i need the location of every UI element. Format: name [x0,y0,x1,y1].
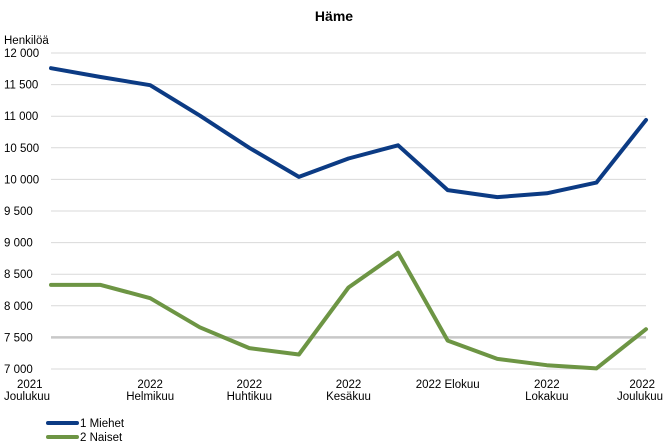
y-tick-label: 10 000 [4,174,39,186]
x-tick-label: 2022 [336,379,362,391]
x-tick-label: 2022 Elokuu [416,379,480,391]
x-tick-label: Joulukuu [4,391,50,403]
y-tick-label: 9 000 [4,238,33,250]
y-tick-label: 8 500 [4,269,33,281]
y-tick-label: 11 500 [4,80,38,92]
grid-lines [51,52,646,370]
x-tick-label: 2022 [237,379,263,391]
y-axis-ticks: 12 000 11 500 11 000 10 500 10 000 9 500 9 000… [4,48,39,376]
y-axis-label: Henkilöä [4,35,49,47]
x-tick-label: 2022 [534,379,560,391]
series-lines [49,66,648,371]
x-axis-ticks: 2021Joulukuu2022Helmikuu2022Huhtikuu2022… [4,379,663,403]
y-tick-label: 11 000 [4,111,38,123]
y-tick-label: 7 500 [4,332,33,344]
x-tick-label: Helmikuu [126,391,174,403]
x-tick-label: Lokakuu [525,391,568,403]
y-tick-label: 12 000 [4,48,39,60]
y-tick-label: 10 500 [4,143,39,155]
legend: 1 Miehet 2 Naiset [46,418,125,444]
y-tick-label: 8 000 [4,301,33,313]
x-tick-label: 2022 [137,379,163,391]
x-tick-label: Joulukuu [617,391,663,403]
x-tick-label: 2022 [629,379,655,391]
series-line-1 [49,66,648,200]
y-tick-label: 9 500 [4,206,33,218]
y-tick-label: 7 000 [4,364,33,376]
legend-label: 1 Miehet [80,418,125,430]
series-line-2 [49,250,648,371]
chart-title: Häme [315,8,353,24]
x-tick-label: Huhtikuu [227,391,272,403]
x-tick-label: 2021 [17,379,43,391]
x-tick-label: Kesäkuu [326,391,371,403]
legend-label: 2 Naiset [80,432,123,444]
